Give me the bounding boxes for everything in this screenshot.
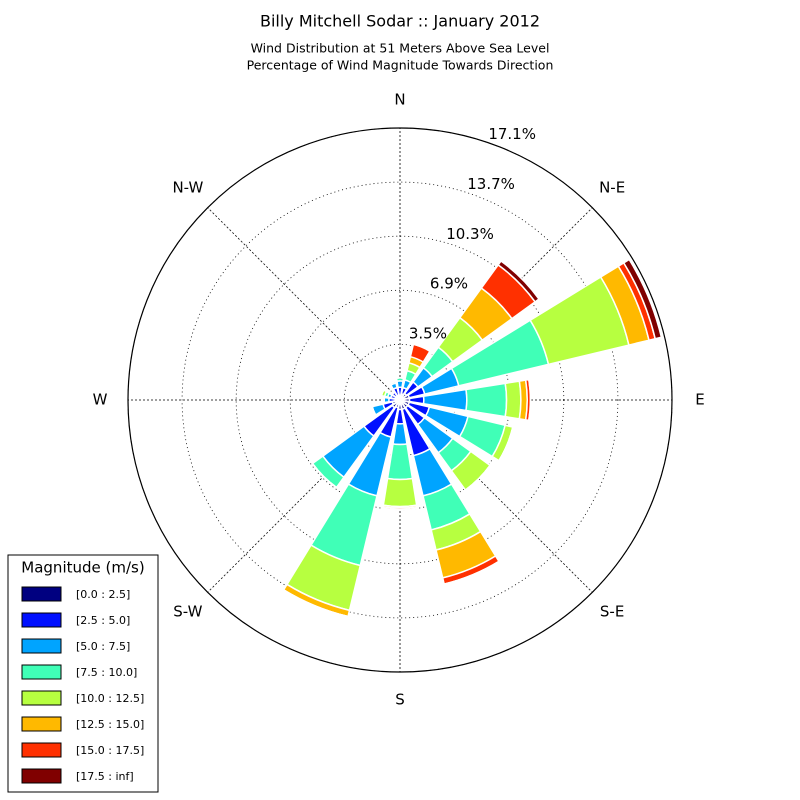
direction-label: S	[395, 691, 405, 709]
direction-label: S-E	[600, 603, 624, 621]
bar-segment	[382, 507, 418, 511]
bar-segment	[386, 443, 414, 481]
direction-label: N-W	[172, 178, 203, 196]
chart-subtitle: Percentage of Wind Magnitude Towards Dir…	[247, 58, 554, 73]
legend-label: [10.0 : 12.5]	[76, 692, 144, 705]
legend-swatch	[21, 664, 62, 680]
bar-segment	[283, 589, 349, 618]
bar-segment	[622, 258, 663, 340]
r-tick-label: 17.1%	[488, 125, 536, 143]
bar-segment	[392, 422, 408, 446]
r-tick-label: 6.9%	[430, 275, 468, 293]
bar-segment	[413, 343, 431, 352]
bar-segment	[465, 465, 491, 491]
r-tick-label: 13.7%	[467, 175, 515, 193]
bar-segment	[371, 406, 377, 416]
legend-swatch	[21, 638, 62, 654]
direction-label: W	[93, 391, 108, 409]
legend-label: [17.5 : inf]	[76, 770, 134, 783]
legend: Magnitude (m/s) [0.0 : 2.5] [2.5 : 5.0] [5…	[7, 554, 159, 793]
legend-swatch	[21, 690, 62, 706]
bar-segment	[504, 380, 522, 420]
bar-segment	[497, 259, 541, 303]
legend-label: [0.0 : 2.5]	[76, 588, 130, 601]
legend-swatch	[21, 716, 62, 732]
direction-label: S-W	[173, 603, 202, 621]
bar-segment	[465, 382, 508, 418]
chart-subtitle: Wind Distribution at 51 Meters Above Sea…	[251, 41, 550, 56]
legend-label: [7.5 : 10.0]	[76, 666, 137, 679]
legend-swatch	[21, 768, 62, 784]
bar-segment	[311, 463, 337, 489]
grid-ring	[181, 181, 619, 619]
legend-swatch	[21, 586, 62, 602]
legend-label: [2.5 : 5.0]	[76, 614, 130, 627]
bar-segment	[389, 380, 396, 385]
labels: 3.5% 6.9% 10.3% 13.7% 17.1% N N-E E S-E S S-W W N-W	[93, 91, 705, 709]
r-tick-label: 10.3%	[446, 225, 494, 243]
r-tick-label: 3.5%	[409, 324, 447, 342]
bars	[282, 258, 663, 618]
bar-segment	[380, 389, 385, 396]
legend-label: [12.5 : 15.0]	[76, 718, 144, 731]
direction-label: N-E	[599, 178, 625, 196]
direction-label: E	[695, 391, 704, 409]
bar-segment	[382, 477, 418, 508]
legend-label: [5.0 : 7.5]	[76, 640, 130, 653]
legend-label: [15.0 : 17.5]	[76, 744, 144, 757]
chart-title: Billy Mitchell Sodar :: January 2012	[260, 12, 540, 31]
legend-title: Magnitude (m/s)	[21, 559, 144, 577]
bar-segment	[390, 390, 394, 394]
direction-label: N	[394, 91, 405, 109]
bar-segment	[528, 379, 532, 421]
legend-swatch	[21, 742, 62, 758]
bar-segment	[396, 380, 404, 389]
legend-swatch	[21, 612, 62, 628]
